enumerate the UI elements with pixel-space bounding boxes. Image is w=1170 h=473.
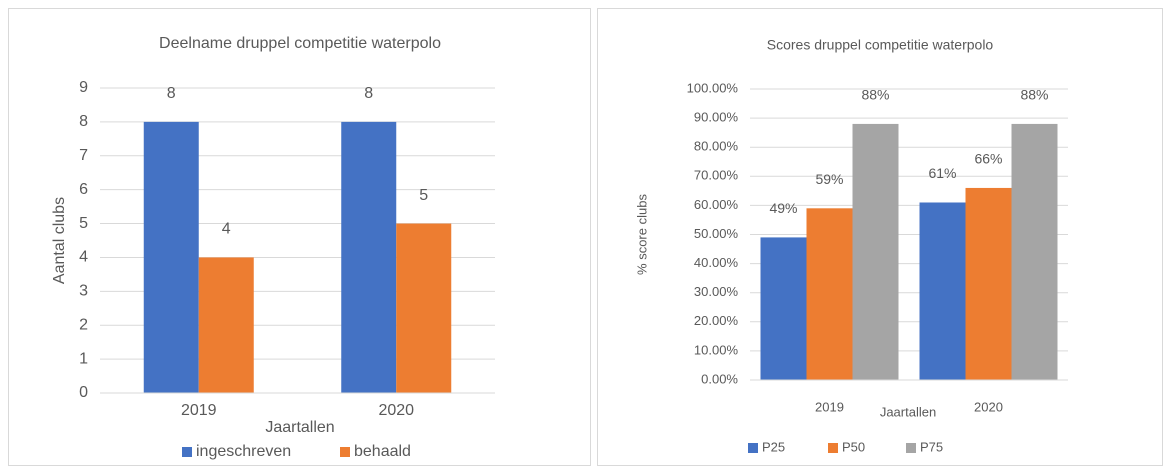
y-tick-label: 2: [79, 316, 88, 333]
data-label: 61%: [928, 165, 956, 181]
legend-swatch: [828, 443, 838, 453]
legend-swatch: [340, 447, 350, 457]
x-tick-label: 2020: [974, 399, 1003, 414]
legend-label: P75: [920, 439, 943, 454]
legend-swatch: [906, 443, 916, 453]
bar: [341, 121, 397, 393]
y-tick-label: 80.00%: [694, 139, 739, 154]
legend-swatch: [748, 443, 758, 453]
y-axis-label: % score clubs: [634, 194, 649, 275]
data-label: 4: [222, 221, 231, 238]
y-tick-label: 9: [79, 79, 88, 96]
y-tick-label: 3: [79, 283, 88, 300]
x-tick-label: 2019: [815, 399, 844, 414]
chart-title: Scores druppel competitie waterpolo: [767, 37, 994, 53]
y-tick-label: 40.00%: [694, 255, 739, 270]
data-label: 8: [167, 85, 176, 102]
y-tick-label: 5: [79, 215, 88, 232]
y-tick-label: 7: [79, 147, 88, 164]
data-label: 59%: [815, 171, 843, 187]
bar: [919, 202, 966, 380]
y-tick-label: 1: [79, 350, 88, 367]
y-tick-label: 90.00%: [694, 110, 739, 125]
data-label: 88%: [1020, 87, 1048, 103]
legend-label: P50: [842, 439, 865, 454]
y-tick-label: 60.00%: [694, 197, 739, 212]
y-tick-label: 8: [79, 113, 88, 130]
bar: [1011, 123, 1058, 381]
bar: [198, 257, 254, 393]
bar: [806, 208, 853, 380]
x-tick-label: 2020: [378, 402, 414, 419]
y-tick-label: 100.00%: [687, 80, 739, 95]
chart-title: Deelname druppel competitie waterpolo: [159, 35, 441, 52]
y-axis-label: Aantal clubs: [51, 197, 68, 284]
y-tick-label: 20.00%: [694, 313, 739, 328]
chart-frame: [8, 8, 591, 466]
data-label: 88%: [861, 87, 889, 103]
y-tick-label: 10.00%: [694, 342, 739, 357]
bar: [760, 237, 807, 380]
data-label: 5: [419, 187, 428, 204]
y-tick-label: 6: [79, 181, 88, 198]
y-tick-label: 4: [79, 249, 88, 266]
y-tick-label: 50.00%: [694, 226, 739, 241]
data-label: 8: [364, 85, 373, 102]
y-tick-label: 30.00%: [694, 284, 739, 299]
y-tick-label: 0.00%: [701, 371, 738, 386]
bar: [396, 223, 452, 393]
bar: [852, 123, 899, 381]
legend-label: ingeschreven: [196, 443, 291, 460]
x-axis-label: Jaartallen: [265, 419, 334, 436]
data-label: 49%: [769, 200, 797, 216]
x-axis-label: Jaartallen: [880, 404, 936, 419]
bar: [143, 121, 199, 393]
y-tick-label: 0: [79, 384, 88, 401]
x-tick-label: 2019: [181, 402, 217, 419]
legend-label: behaald: [354, 443, 411, 460]
data-label: 66%: [974, 151, 1002, 167]
bar: [965, 187, 1012, 380]
y-tick-label: 70.00%: [694, 168, 739, 183]
legend-swatch: [182, 447, 192, 457]
legend-label: P25: [762, 439, 785, 454]
